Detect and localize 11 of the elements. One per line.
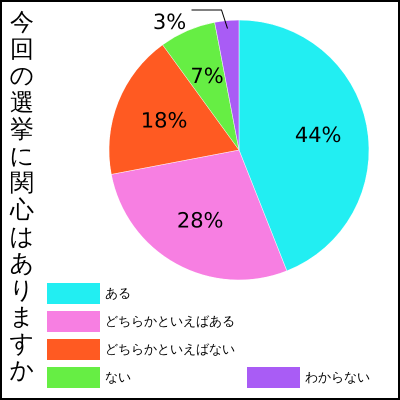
legend-label: ない (105, 370, 131, 386)
legend-label: わからない (305, 370, 370, 386)
chart-title: 今回の選挙に関心はありますか (10, 8, 34, 384)
legend-label: どちらかといえばない (105, 342, 235, 358)
legend-label: ある (105, 286, 131, 302)
data-label: 28% (176, 208, 224, 233)
data-label: 7% (190, 64, 224, 88)
data-label: 44% (294, 122, 342, 147)
legend-label: どちらかといえばある (105, 314, 235, 330)
data-label: 18% (140, 108, 188, 132)
data-label: 3% (152, 10, 186, 34)
